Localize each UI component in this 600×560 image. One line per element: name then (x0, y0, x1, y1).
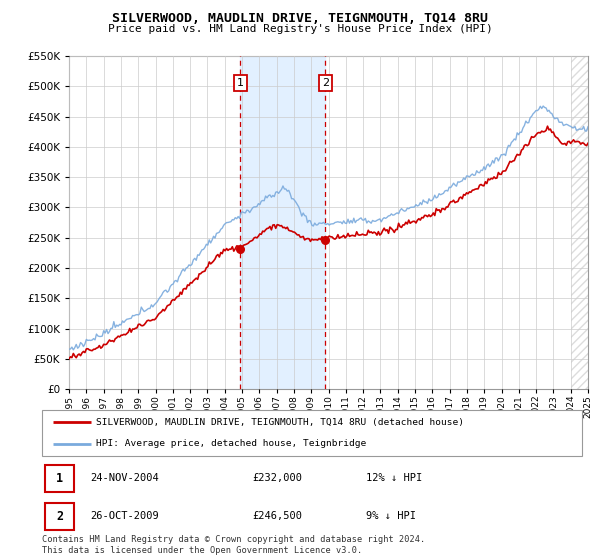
Bar (240, 56, 325, 389)
Text: 1: 1 (56, 472, 63, 485)
Bar (571, 56, 588, 389)
Text: 2: 2 (322, 78, 329, 88)
Text: HPI: Average price, detached house, Teignbridge: HPI: Average price, detached house, Teig… (96, 440, 366, 449)
Bar (45, 465, 74, 492)
Bar (571, 56, 588, 389)
Text: Contains HM Land Registry data © Crown copyright and database right 2024.
This d: Contains HM Land Registry data © Crown c… (42, 535, 425, 555)
Text: SILVERWOOD, MAUDLIN DRIVE, TEIGNMOUTH, TQ14 8RU (detached house): SILVERWOOD, MAUDLIN DRIVE, TEIGNMOUTH, T… (96, 418, 464, 427)
Text: 24-NOV-2004: 24-NOV-2004 (91, 473, 160, 483)
Text: 2: 2 (56, 510, 63, 523)
Bar (45, 503, 74, 530)
Text: £232,000: £232,000 (253, 473, 302, 483)
Text: SILVERWOOD, MAUDLIN DRIVE, TEIGNMOUTH, TQ14 8RU: SILVERWOOD, MAUDLIN DRIVE, TEIGNMOUTH, T… (112, 12, 488, 25)
Text: £246,500: £246,500 (253, 511, 302, 521)
Text: 12% ↓ HPI: 12% ↓ HPI (366, 473, 422, 483)
Text: 26-OCT-2009: 26-OCT-2009 (91, 511, 160, 521)
Text: 9% ↓ HPI: 9% ↓ HPI (366, 511, 416, 521)
Text: 1: 1 (237, 78, 244, 88)
Text: Price paid vs. HM Land Registry's House Price Index (HPI): Price paid vs. HM Land Registry's House … (107, 24, 493, 34)
